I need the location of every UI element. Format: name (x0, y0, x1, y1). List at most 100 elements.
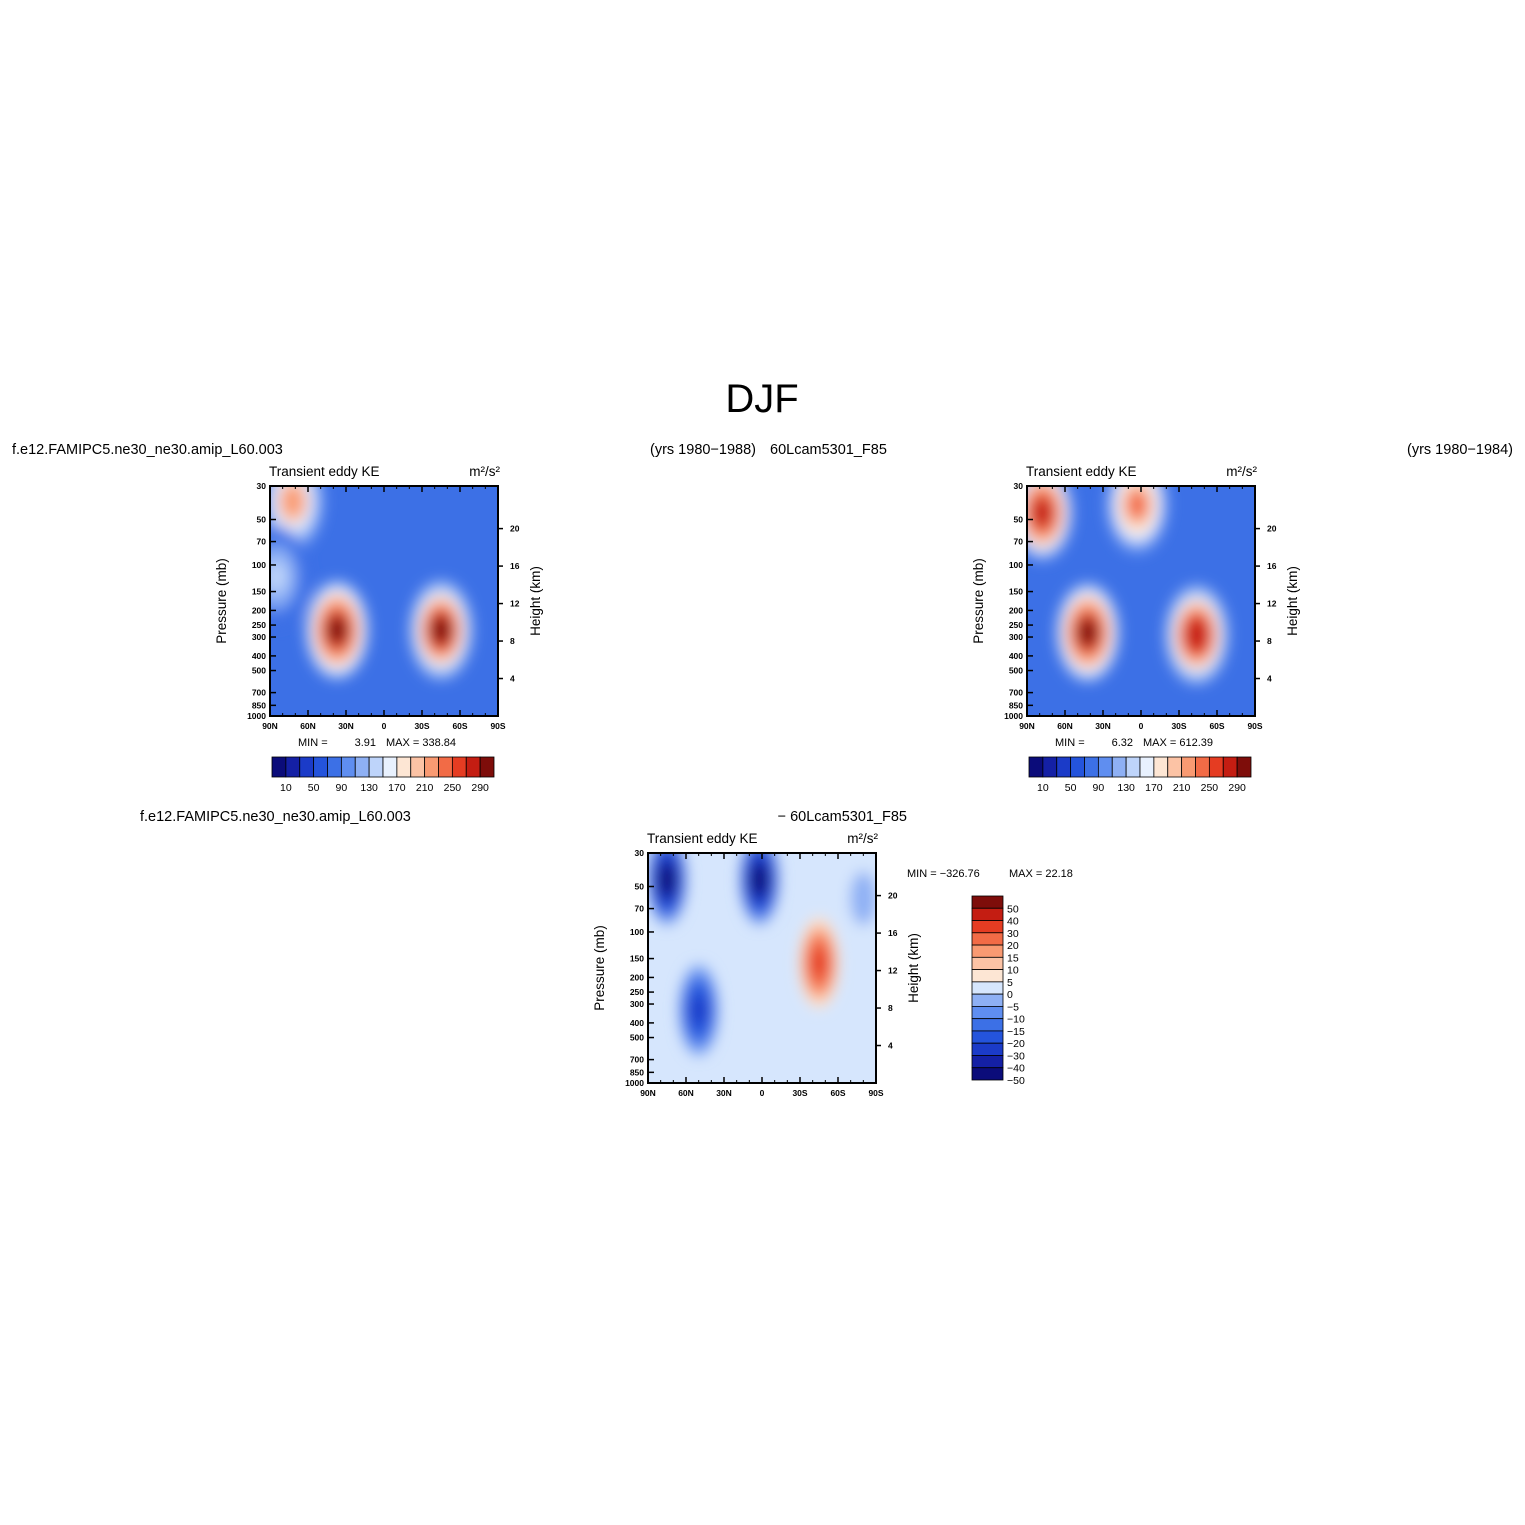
x-tick-label: 90S (868, 1088, 883, 1098)
contour-blob (1031, 497, 1053, 528)
y-tick-label: 250 (1009, 620, 1023, 630)
min-value: 3.91 (355, 737, 376, 749)
colorbar-label: 0 (1007, 989, 1013, 1001)
page-title: DJF (725, 377, 798, 421)
y2-axis-label: Height (km) (528, 566, 543, 636)
colorbar-label: 30 (1007, 928, 1019, 940)
colorbar-swatch (1056, 756, 1072, 778)
colorbar-label: 170 (388, 782, 406, 794)
y-tick-label: 500 (630, 1033, 644, 1043)
y-tick-label: 700 (252, 688, 266, 698)
colorbar-label: −30 (1007, 1050, 1025, 1062)
colorbar-swatch (1070, 756, 1085, 778)
y2-tick-label: 12 (1267, 599, 1277, 609)
colorbar-label: −20 (1007, 1038, 1025, 1050)
y2-tick-label: 16 (1267, 561, 1277, 571)
contour-blob (690, 995, 708, 1025)
colorbar-label: 10 (1007, 965, 1019, 977)
units-label: m²/s² (469, 464, 500, 479)
colorbar-swatch (971, 956, 1004, 970)
plot-title: Transient eddy KE (1026, 464, 1137, 479)
contour-blob (326, 615, 348, 646)
y-tick-label: 500 (252, 666, 266, 676)
colorbar-label: 90 (336, 782, 348, 794)
colorbar-swatch (1139, 756, 1155, 778)
colorbar-label: 50 (1065, 782, 1077, 794)
x-tick-label: 30N (338, 721, 354, 731)
colorbar-swatch (971, 1055, 1004, 1069)
x-tick-label: 0 (1139, 721, 1144, 731)
colorbar-swatch (424, 756, 439, 778)
colorbar-swatch (971, 981, 1004, 995)
x-tick-label: 90N (640, 1088, 656, 1098)
contour-blob (1126, 489, 1148, 520)
colorbar-swatch (971, 920, 1004, 934)
y-tick-label: 30 (1014, 481, 1024, 491)
x-tick-label: 30N (1095, 721, 1111, 731)
x-tick-label: 60N (678, 1088, 694, 1098)
colorbar-swatch (479, 756, 495, 778)
y-tick-label: 850 (630, 1067, 644, 1077)
y2-tick-label: 4 (888, 1041, 893, 1051)
y-tick-label: 400 (1009, 651, 1023, 661)
colorbar-swatch (354, 756, 370, 778)
x-tick-label: 60N (300, 721, 316, 731)
y-tick-label: 30 (635, 848, 645, 858)
colorbar-swatch (971, 1006, 1004, 1020)
colorbar-swatch (410, 756, 426, 778)
x-tick-label: 30N (716, 1088, 732, 1098)
contour-blob (855, 884, 872, 913)
colorbar-swatch (1028, 756, 1044, 778)
x-tick-label: 60N (1057, 721, 1073, 731)
y2-tick-label: 20 (510, 524, 520, 534)
colorbar-swatch (971, 895, 1004, 909)
y-tick-label: 1000 (1004, 711, 1023, 721)
colorbar-swatch (340, 756, 356, 778)
panel-difference: f.e12.FAMIPC5.ne30_ne30.amip_L60.003 − 6… (140, 809, 1073, 1098)
colorbar-label: 250 (1201, 782, 1219, 794)
y-tick-label: 850 (252, 700, 266, 710)
colorbar-swatch (971, 969, 1004, 983)
case-label: 60Lcam5301_F85 (770, 442, 887, 458)
colorbar-label: 290 (471, 782, 489, 794)
units-label: m²/s² (1226, 464, 1257, 479)
contour-blob (751, 865, 768, 894)
y-tick-label: 250 (252, 620, 266, 630)
y-tick-label: 100 (630, 927, 644, 937)
colorbar-swatch (465, 756, 481, 778)
y-tick-label: 150 (252, 587, 266, 597)
colorbar-label: 5 (1007, 977, 1013, 989)
colorbar-label: 290 (1228, 782, 1246, 794)
colorbar-swatch (1236, 756, 1252, 778)
colorbar-swatch (971, 1067, 1004, 1081)
colorbar-label: 15 (1007, 952, 1019, 964)
colorbar-swatch (327, 756, 342, 778)
y-axis-label: Pressure (mb) (971, 558, 986, 644)
y-axis-label: Pressure (mb) (592, 925, 607, 1011)
y2-axis-label: Height (km) (906, 933, 921, 1003)
y-tick-label: 1000 (625, 1078, 644, 1088)
colorbar-label: −10 (1007, 1014, 1025, 1026)
y2-tick-label: 20 (1267, 524, 1277, 534)
contour-blob (658, 865, 676, 894)
y2-tick-label: 16 (510, 561, 520, 571)
y-tick-label: 50 (257, 515, 267, 525)
colorbar-label: 170 (1145, 782, 1163, 794)
y-tick-label: 300 (630, 999, 644, 1009)
colorbar-label: 10 (280, 782, 292, 794)
y-tick-label: 70 (1014, 537, 1024, 547)
x-tick-label: 90N (1019, 721, 1035, 731)
colorbar-swatch (285, 756, 301, 778)
x-tick-label: 90S (1247, 721, 1262, 731)
min-label: MIN = (1055, 737, 1085, 749)
units-label: m²/s² (847, 831, 878, 846)
y-tick-label: 700 (1009, 688, 1023, 698)
colorbar-swatch (971, 932, 1004, 946)
y2-tick-label: 8 (510, 636, 515, 646)
y-tick-label: 300 (252, 632, 266, 642)
colorbar-swatch (313, 756, 328, 778)
y-tick-label: 300 (1009, 632, 1023, 642)
plot-title: Transient eddy KE (269, 464, 380, 479)
y2-tick-label: 4 (1267, 674, 1272, 684)
